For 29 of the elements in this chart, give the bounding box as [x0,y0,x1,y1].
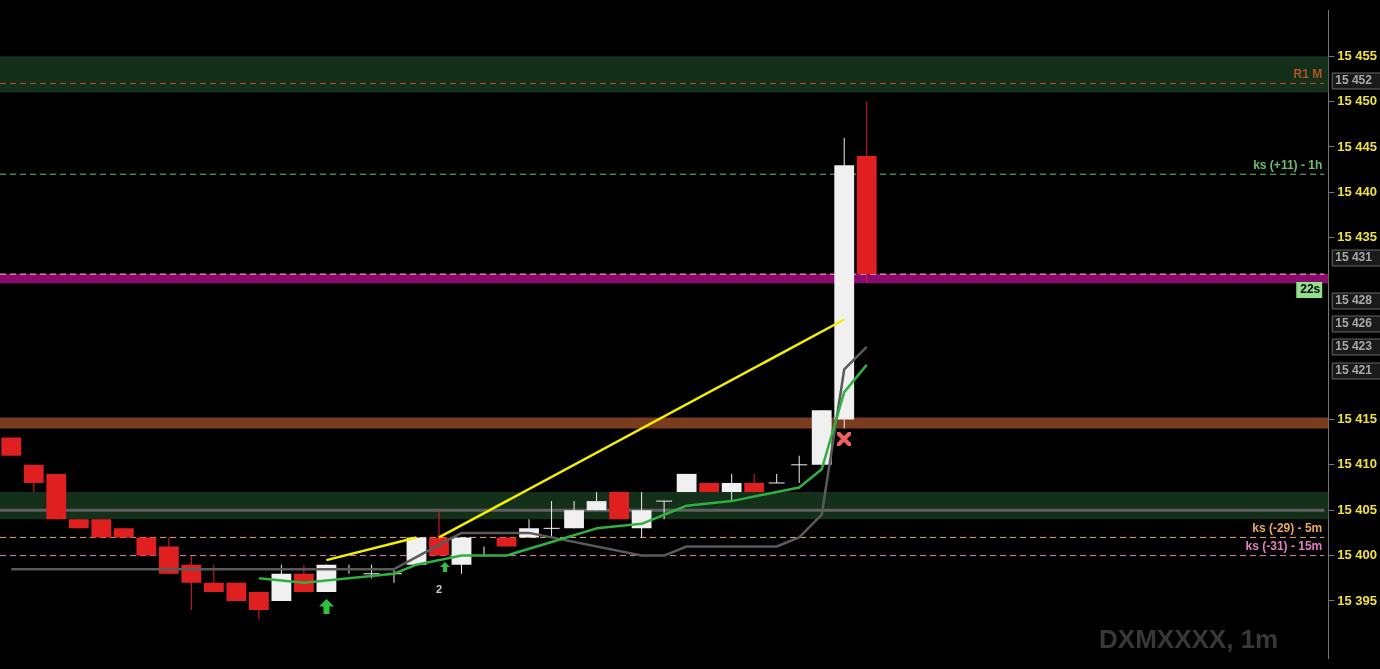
y-tick-label: 15 435 [1337,229,1377,245]
text: 15 452 [1335,73,1373,88]
candlestick [721,473,742,502]
text: 15 426 [1335,316,1373,331]
ref-line-label: ks (-29) - 5m [1252,520,1323,535]
ref-line-label: ks (-31) - 15m [1245,538,1323,553]
y-tick-label: 15 405 [1337,501,1377,517]
candlestick [136,536,157,557]
text: 15 421 [1335,363,1373,378]
y-tick-label: 15 455 [1337,47,1377,63]
y-tick-label: 15 445 [1337,138,1377,154]
ref-line-label: R1 M [1293,66,1323,81]
candlestick [203,564,224,593]
y-tick-label: 15 395 [1337,592,1377,608]
annotation: 22s [1300,282,1321,297]
y-tick-label: 15 415 [1337,410,1377,426]
y-tick-label: 15 410 [1337,456,1377,472]
candlestick [23,464,44,493]
y-tick-label: 15 440 [1337,183,1377,199]
text: 15 431 [1335,250,1373,265]
text: 15 423 [1335,339,1373,354]
annotation: DXMXXXX, 1m [1099,624,1279,655]
candlestick [248,591,269,620]
annotation: 2 [435,583,443,596]
y-tick-label: 15 450 [1337,93,1377,109]
text: 15 428 [1335,293,1373,308]
candlestick [564,500,584,529]
ref-line-label: ks (+11) - 1h [1253,157,1323,172]
y-tick-label: 15 400 [1337,547,1377,563]
